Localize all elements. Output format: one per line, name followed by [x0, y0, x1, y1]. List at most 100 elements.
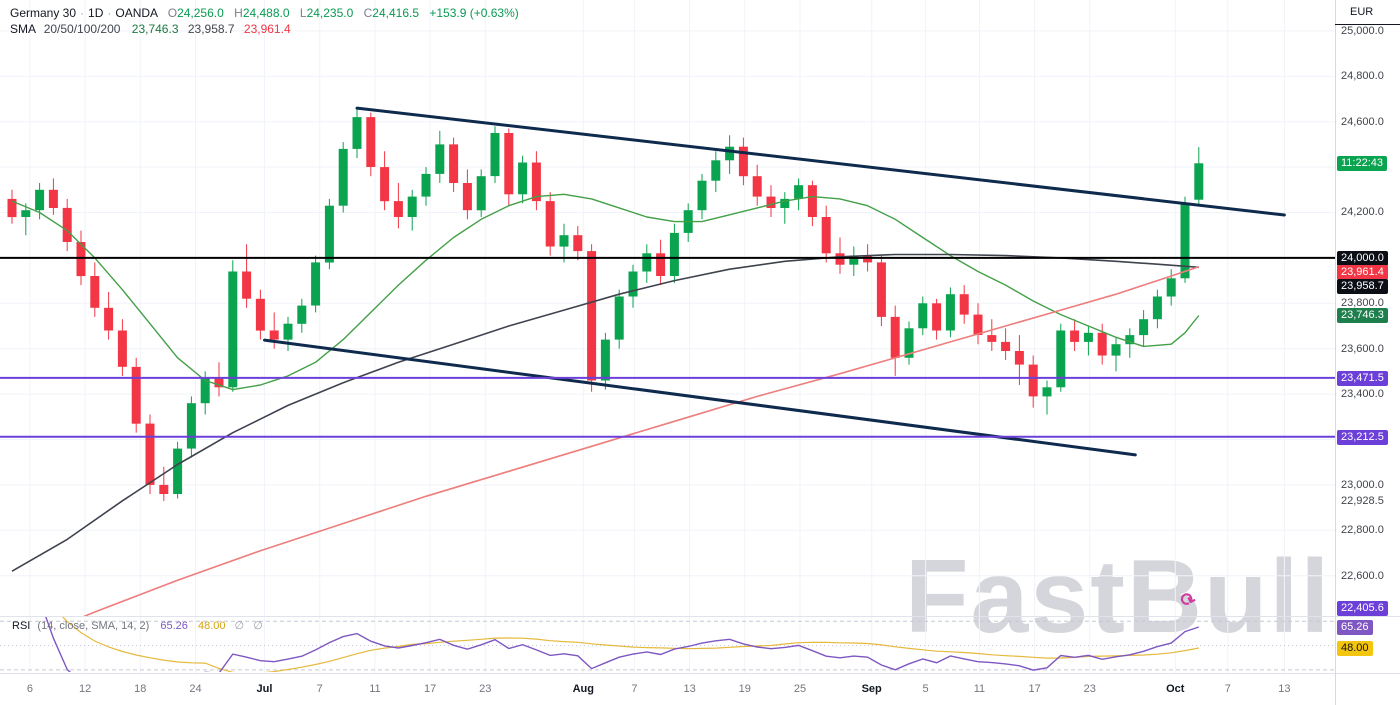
- candle[interactable]: [697, 180, 707, 211]
- candle[interactable]: [35, 189, 45, 211]
- candle[interactable]: [76, 242, 86, 277]
- candle[interactable]: [738, 146, 748, 177]
- candle[interactable]: [587, 251, 597, 381]
- candle[interactable]: [987, 335, 997, 342]
- rsi-indicator-name[interactable]: RSI: [12, 620, 31, 632]
- candle[interactable]: [380, 167, 390, 202]
- candle[interactable]: [614, 296, 624, 340]
- candle[interactable]: [283, 323, 293, 340]
- candle[interactable]: [918, 303, 928, 329]
- candle[interactable]: [504, 133, 514, 195]
- candle[interactable]: [821, 217, 831, 254]
- candle[interactable]: [490, 133, 500, 177]
- candle[interactable]: [849, 255, 859, 265]
- sma-100-line[interactable]: [11, 253, 1199, 572]
- candle[interactable]: [656, 253, 666, 276]
- candle[interactable]: [752, 176, 762, 197]
- candle[interactable]: [711, 160, 721, 181]
- candle[interactable]: [1194, 163, 1204, 200]
- candle[interactable]: [725, 146, 735, 161]
- candle[interactable]: [449, 144, 459, 183]
- candle[interactable]: [545, 201, 555, 247]
- candle[interactable]: [890, 316, 900, 358]
- candle[interactable]: [1139, 319, 1149, 336]
- candle[interactable]: [1152, 296, 1162, 320]
- rsi-line[interactable]: [26, 599, 1200, 688]
- candle[interactable]: [531, 162, 541, 202]
- candle[interactable]: [1070, 330, 1080, 342]
- candle[interactable]: [1056, 330, 1066, 388]
- exchange-label[interactable]: OANDA: [115, 6, 158, 20]
- candle[interactable]: [131, 366, 141, 424]
- candle[interactable]: [600, 339, 610, 381]
- candle[interactable]: [104, 307, 114, 331]
- candle[interactable]: [518, 162, 528, 195]
- candle[interactable]: [21, 210, 31, 217]
- candle[interactable]: [255, 298, 265, 331]
- sma-200-line[interactable]: [12, 265, 1200, 646]
- candle[interactable]: [573, 235, 583, 252]
- candle[interactable]: [559, 235, 569, 247]
- candle[interactable]: [159, 484, 169, 494]
- candle[interactable]: [807, 185, 817, 217]
- candle[interactable]: [794, 185, 804, 199]
- candle[interactable]: [876, 262, 886, 317]
- candle[interactable]: [1001, 341, 1011, 351]
- candle[interactable]: [214, 378, 224, 388]
- candle[interactable]: [186, 403, 196, 449]
- trendline[interactable]: [355, 106, 1286, 217]
- candle[interactable]: [352, 117, 362, 149]
- candle[interactable]: [228, 271, 238, 388]
- candle[interactable]: [476, 176, 486, 211]
- candle[interactable]: [1166, 278, 1176, 297]
- candle[interactable]: [766, 196, 776, 208]
- candle[interactable]: [628, 271, 638, 297]
- candle[interactable]: [863, 255, 873, 263]
- rsi-pane[interactable]: [0, 599, 1335, 688]
- sma-indicator-name[interactable]: SMA: [10, 22, 36, 36]
- candle[interactable]: [173, 448, 183, 494]
- candle[interactable]: [1125, 335, 1135, 345]
- candle[interactable]: [338, 148, 348, 206]
- candle[interactable]: [200, 378, 210, 404]
- candle[interactable]: [1083, 332, 1093, 342]
- candle[interactable]: [311, 262, 321, 306]
- candle[interactable]: [669, 232, 679, 276]
- candle[interactable]: [959, 294, 969, 315]
- candle[interactable]: [407, 196, 417, 217]
- candle[interactable]: [1180, 203, 1190, 279]
- candle[interactable]: [1097, 332, 1107, 356]
- candle[interactable]: [242, 271, 252, 299]
- candle[interactable]: [1028, 364, 1038, 397]
- sma-20-line[interactable]: [11, 193, 1200, 391]
- candle[interactable]: [366, 117, 376, 167]
- symbol-name[interactable]: Germany 30: [10, 6, 77, 20]
- candle[interactable]: [435, 144, 445, 174]
- candle[interactable]: [1014, 351, 1024, 365]
- candle[interactable]: [973, 314, 983, 335]
- rsi-ma-line[interactable]: [26, 599, 1199, 673]
- candle[interactable]: [1111, 344, 1121, 356]
- candle[interactable]: [462, 183, 472, 211]
- main-pane[interactable]: [0, 106, 1335, 646]
- candle[interactable]: [145, 423, 155, 485]
- candle[interactable]: [1042, 387, 1052, 397]
- candle[interactable]: [393, 201, 403, 217]
- candle[interactable]: [835, 253, 845, 265]
- candle[interactable]: [324, 205, 334, 263]
- price-axis[interactable]: EUR 25,000.0 24,800.0 24,600.0 24,200.0 23,8…: [1336, 0, 1400, 705]
- candle[interactable]: [932, 303, 942, 331]
- candle[interactable]: [48, 189, 58, 208]
- candle[interactable]: [7, 198, 17, 218]
- currency-label[interactable]: EUR: [1350, 6, 1374, 18]
- candle[interactable]: [421, 173, 431, 197]
- candle[interactable]: [62, 207, 72, 242]
- candle[interactable]: [90, 276, 100, 308]
- candle[interactable]: [642, 253, 652, 272]
- candle[interactable]: [117, 330, 127, 367]
- candle[interactable]: [904, 328, 914, 358]
- candle[interactable]: [269, 330, 279, 340]
- candle[interactable]: [297, 305, 307, 324]
- interval-label[interactable]: 1D: [88, 6, 104, 20]
